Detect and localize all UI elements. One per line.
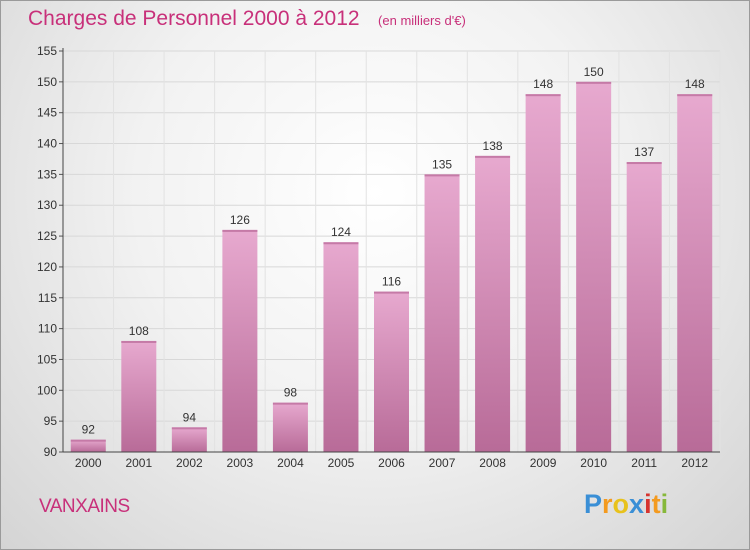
bar [374,291,409,452]
bar-top-edge [70,439,106,442]
x-tick-label: 2012 [681,456,708,470]
y-tick-label: 90 [44,445,58,459]
bar-top-edge [475,155,511,158]
x-tick-label: 2007 [429,456,456,470]
x-tick-label: 2006 [378,456,405,470]
x-tick-label: 2001 [125,456,152,470]
y-tick-label: 155 [37,44,57,58]
bar-top-edge [323,242,359,245]
data-label: 126 [230,213,250,227]
x-tick-label: 2005 [328,456,355,470]
y-tick-label: 110 [38,322,57,336]
data-label: 98 [284,386,298,400]
logo-letter: t [651,489,661,519]
bar-top-edge [222,229,258,232]
bar-top-edge [171,427,207,430]
logo-letter: o [612,489,630,519]
y-tick-label: 140 [37,137,57,151]
bar [475,155,511,452]
bar [626,162,662,453]
logo-letter: i [660,489,669,519]
logo-letter: P [584,489,603,519]
data-label: 150 [584,65,604,79]
logo-letter: r [602,489,613,519]
data-label: 135 [432,157,452,171]
data-label: 108 [129,324,149,338]
bar [272,402,308,452]
data-label: 116 [382,275,401,289]
data-label: 148 [533,77,553,91]
y-tick-label: 135 [37,167,57,181]
proxiti-logo: Proxiti [584,489,668,520]
bar [171,427,207,452]
bar-top-edge [525,94,561,97]
chart-title: Charges de Personnel 2000 à 2012 [28,7,360,30]
bar-top-edge [374,291,409,294]
x-tick-label: 2011 [631,456,657,470]
data-label: 138 [483,139,503,153]
bar [525,94,561,452]
data-label: 148 [685,77,705,91]
y-tick-label: 105 [37,352,57,366]
title-row: Charges de Personnel 2000 à 2012 (en mil… [28,7,466,31]
place-name: VANXAINS [39,496,130,517]
bar-top-edge [272,402,308,405]
bar-top-edge [424,174,460,177]
bar [424,174,460,452]
bar [323,242,359,452]
axes: 90 95 100 105 110 115 120 125 130 135 140 145 150 155… [37,44,720,470]
x-tick-label: 2008 [479,456,506,470]
data-label: 137 [634,145,654,159]
logo-letter: i [644,489,652,519]
y-tick-label: 150 [37,75,57,89]
y-tick-label: 145 [37,106,57,120]
bar-top-edge [677,94,713,97]
y-tick-label: 100 [37,383,57,397]
bar-top-edge [576,81,612,84]
bar [576,81,612,452]
data-label: 124 [331,225,351,239]
x-tick-label: 2004 [277,456,304,470]
y-tick-label: 130 [37,198,57,212]
x-tick-label: 2009 [530,456,557,470]
bar [70,439,106,452]
data-label: 92 [82,423,96,437]
x-tick-label: 2000 [75,456,102,470]
bar [121,340,157,452]
bar [222,229,258,452]
bars: 92 108 94 126 98 124 116 135 138 148 150 137 148 [70,65,713,453]
y-tick-label: 120 [37,260,57,274]
logo-letter: x [629,489,645,519]
bar [677,94,713,452]
x-tick-label: 2003 [227,456,254,470]
y-tick-label: 125 [37,229,57,243]
x-tick-label: 2002 [176,456,203,470]
y-tick-label: 115 [38,291,57,305]
x-tick-label: 2010 [580,456,607,470]
y-tick-label: 95 [44,414,58,428]
chart-subtitle: (en milliers d'€) [378,13,466,28]
data-label: 94 [183,410,197,424]
bar-top-edge [121,340,157,343]
bar-top-edge [626,162,662,165]
